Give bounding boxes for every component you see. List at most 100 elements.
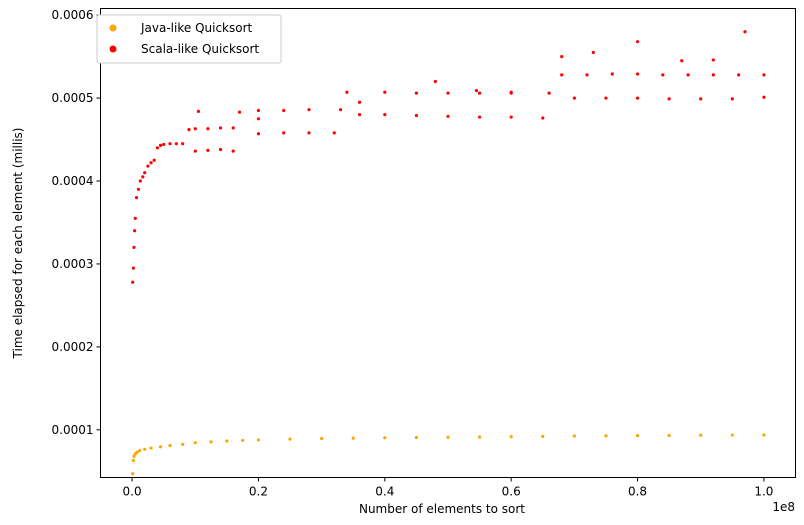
data-point xyxy=(131,266,135,270)
data-point xyxy=(635,72,640,76)
data-point xyxy=(477,115,482,119)
data-point xyxy=(131,458,135,463)
data-point xyxy=(320,436,324,441)
data-point xyxy=(136,187,141,191)
y-tick-label: 0.0001 xyxy=(52,423,94,437)
data-point xyxy=(345,90,349,94)
data-point xyxy=(477,91,482,95)
data-point xyxy=(762,73,766,77)
data-point xyxy=(256,438,261,442)
data-point xyxy=(181,142,185,146)
data-point xyxy=(138,179,142,183)
data-point xyxy=(256,117,261,121)
data-point xyxy=(446,91,450,95)
data-point xyxy=(231,126,235,130)
data-point xyxy=(572,434,576,438)
data-point xyxy=(133,229,137,233)
data-point xyxy=(338,108,343,112)
data-point xyxy=(474,89,479,93)
data-point xyxy=(256,108,261,113)
data-point xyxy=(143,447,147,451)
data-point xyxy=(218,147,223,152)
data-point xyxy=(661,73,665,77)
data-point xyxy=(383,436,387,440)
x-axis-offset-label: 1e8 xyxy=(772,500,795,514)
data-point xyxy=(730,433,734,437)
data-point xyxy=(231,149,235,153)
data-point xyxy=(193,441,197,445)
y-axis-ticks: 0.0001 0.0002 0.0003 0.0004 0.0005 0.0006 xyxy=(52,8,101,437)
x-tick-label: 1.0 xyxy=(754,485,773,499)
data-point xyxy=(193,149,197,153)
data-point xyxy=(146,164,150,168)
data-point xyxy=(132,454,136,458)
data-point xyxy=(133,216,137,220)
data-point xyxy=(143,171,147,175)
data-point xyxy=(256,132,261,136)
data-point xyxy=(134,195,139,200)
legend-box xyxy=(96,14,282,64)
data-point xyxy=(131,280,135,284)
x-tick-label: 0.0 xyxy=(123,485,142,499)
data-point xyxy=(152,158,156,162)
data-point xyxy=(762,95,766,99)
data-point xyxy=(711,73,715,77)
data-point xyxy=(743,30,747,34)
data-point xyxy=(282,108,286,113)
data-point xyxy=(560,73,564,77)
data-point xyxy=(680,59,684,63)
data-point xyxy=(737,73,741,77)
data-point xyxy=(509,90,513,94)
y-axis-label: Time elapsed for each element (millis) xyxy=(11,128,25,360)
data-point xyxy=(307,131,311,135)
plot-frame xyxy=(100,8,796,478)
data-point xyxy=(158,143,163,147)
data-point xyxy=(196,109,201,113)
data-point xyxy=(131,472,135,476)
data-point xyxy=(730,97,734,101)
data-point xyxy=(241,438,245,443)
data-point xyxy=(585,73,589,77)
legend-marker-java xyxy=(109,24,117,32)
data-point xyxy=(635,96,640,100)
data-point xyxy=(237,110,242,114)
data-point xyxy=(560,55,564,59)
data-point xyxy=(433,79,437,84)
data-point xyxy=(168,443,172,448)
x-tick-label: 0.6 xyxy=(502,485,521,499)
data-point xyxy=(225,439,229,443)
data-point xyxy=(138,448,142,453)
data-point xyxy=(604,434,608,438)
x-axis-ticks: 0.0 0.2 0.4 0.6 0.8 1.0 xyxy=(123,477,773,499)
data-point xyxy=(357,113,362,117)
data-point xyxy=(135,450,139,454)
data-point xyxy=(206,148,210,152)
data-point xyxy=(206,127,210,131)
data-point xyxy=(477,435,482,439)
data-point xyxy=(414,91,419,95)
data-point xyxy=(591,50,595,55)
data-point xyxy=(414,113,419,118)
data-point xyxy=(162,142,166,147)
data-point xyxy=(351,436,355,440)
data-point xyxy=(547,91,551,95)
data-point xyxy=(667,97,671,101)
data-point xyxy=(383,90,387,94)
data-point xyxy=(446,114,450,118)
data-point xyxy=(168,142,172,146)
data-point xyxy=(209,440,213,444)
data-point xyxy=(711,58,715,62)
data-point xyxy=(218,126,223,130)
data-point xyxy=(282,131,286,135)
x-tick-label: 0.4 xyxy=(375,485,394,499)
legend-marker-scala xyxy=(109,45,117,53)
y-tick-label: 0.0002 xyxy=(52,340,94,354)
data-point xyxy=(762,433,766,437)
data-point xyxy=(446,435,450,439)
data-point xyxy=(635,40,640,44)
data-point xyxy=(572,96,576,100)
data-points xyxy=(131,30,766,476)
data-point xyxy=(288,437,292,441)
data-point xyxy=(686,73,690,77)
